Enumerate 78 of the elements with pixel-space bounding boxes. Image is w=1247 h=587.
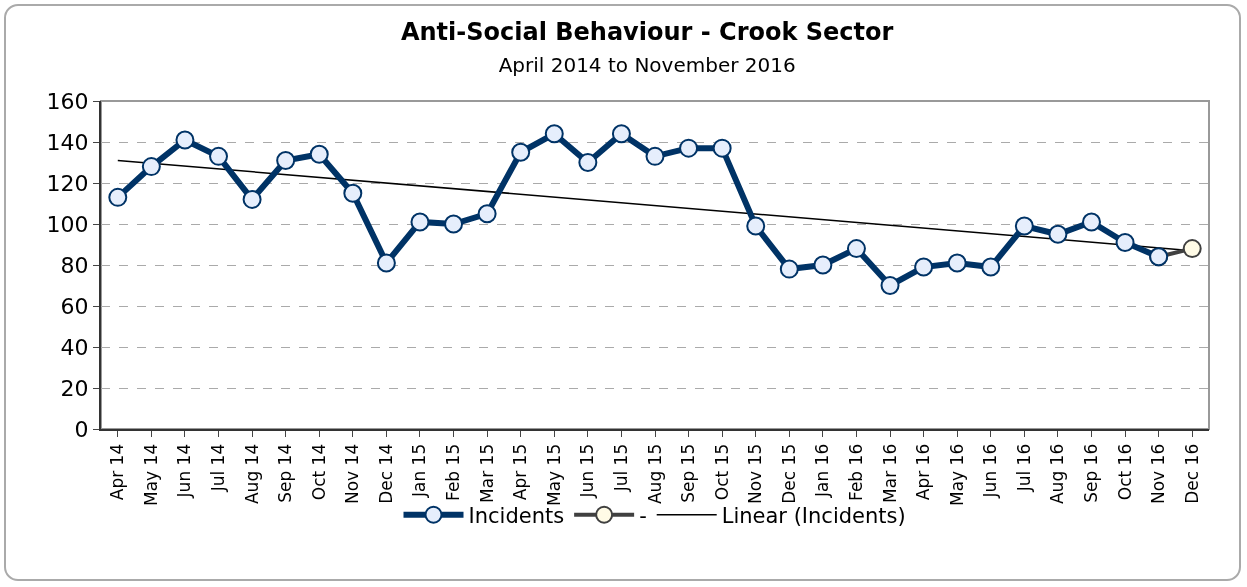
x-tick-label: May 15 [543, 443, 564, 506]
x-tick-label: Aug 16 [1047, 443, 1068, 505]
x-tick-label: Oct 14 [308, 443, 329, 501]
chart-title: Anti-Social Behaviour - Crook Sector [400, 18, 894, 47]
y-tick-label: 160 [46, 88, 89, 114]
point [712, 138, 732, 158]
x-tick-label: Oct 15 [711, 443, 732, 501]
point [1182, 239, 1202, 259]
x-tick-label: Aug 14 [241, 443, 262, 505]
x-tick-label: Jul 16 [1013, 443, 1034, 493]
point [1081, 212, 1101, 232]
point [846, 239, 866, 259]
point [679, 138, 699, 158]
point [947, 253, 967, 273]
chart-subtitle: April 2014 to November 2016 [498, 52, 796, 77]
point [813, 255, 833, 275]
y-tick-label: 120 [46, 170, 89, 196]
x-tick-label: Oct 16 [1114, 443, 1135, 501]
point [477, 204, 497, 224]
point [209, 146, 229, 166]
x-tick-label: Jul 15 [610, 443, 631, 493]
y-tick-label: 0 [74, 416, 89, 442]
x-tick-label: Sep 14 [275, 443, 296, 503]
x-tick-label: Apr 16 [913, 443, 934, 501]
legend-label: - [639, 503, 647, 528]
y-tick-label: 100 [46, 211, 89, 237]
x-tick-label: Aug 15 [644, 443, 665, 505]
point [611, 124, 631, 144]
point [1014, 216, 1034, 236]
x-tick-label: Jan 15 [409, 443, 430, 499]
x-tick-label: Sep 15 [678, 443, 699, 503]
x-tick-label: Dec 15 [778, 443, 799, 504]
x-tick-label: Mar 15 [476, 443, 497, 503]
y-tick-label: 140 [46, 129, 89, 155]
x-tick-label: Feb 16 [845, 443, 866, 501]
point [746, 216, 766, 236]
y-tick-label: 20 [60, 375, 89, 401]
point [276, 150, 296, 170]
x-tick-label: May 14 [140, 443, 161, 506]
point [410, 212, 430, 232]
x-tick-label: May 16 [946, 443, 967, 506]
x-tick-label: Mar 16 [879, 443, 900, 503]
x-tick-label: Jan 16 [812, 443, 833, 499]
x-tick-label: Apr 15 [510, 443, 531, 501]
x-tick-label: Dec 14 [375, 443, 396, 504]
y-tick-label: 40 [60, 334, 89, 360]
x-tick-label: Jun 14 [174, 443, 195, 499]
point [645, 146, 665, 166]
x-tick-label: Feb 15 [443, 443, 464, 501]
x-tick-label: Jul 14 [208, 443, 229, 493]
point [141, 157, 161, 177]
point [981, 257, 1001, 277]
legend-label: Linear (Incidents) [721, 503, 906, 528]
x-tick-label: Dec 16 [1181, 443, 1202, 504]
x-tick-label: Jun 15 [577, 443, 598, 499]
point [242, 189, 262, 209]
y-tick-label: 80 [60, 252, 89, 278]
x-tick-label: Nov 14 [342, 443, 363, 505]
point [309, 144, 329, 164]
point [914, 257, 934, 277]
x-tick-label: Apr 14 [107, 443, 128, 501]
point [578, 153, 598, 172]
point [175, 130, 195, 150]
x-tick-label: Nov 15 [745, 443, 766, 505]
point [343, 183, 363, 203]
point [444, 214, 464, 234]
point [880, 276, 900, 295]
x-tick-label: Nov 16 [1148, 443, 1169, 505]
point [376, 253, 396, 273]
point [108, 187, 128, 207]
point [779, 259, 799, 279]
point [1048, 224, 1068, 244]
y-tick-label: 60 [60, 293, 89, 319]
point [544, 124, 564, 144]
point [1115, 232, 1135, 252]
point [511, 142, 531, 162]
x-tick-label: Jun 16 [980, 443, 1001, 499]
x-tick-label: Sep 16 [1081, 443, 1102, 503]
